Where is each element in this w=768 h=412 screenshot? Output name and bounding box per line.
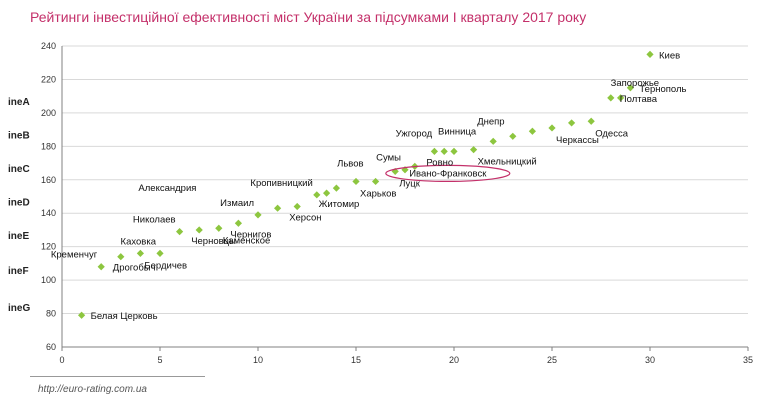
data-point	[97, 263, 105, 271]
data-point	[136, 249, 144, 257]
data-point	[440, 147, 448, 155]
point-label: Полтава	[620, 94, 658, 105]
data-point	[332, 184, 340, 192]
data-point	[78, 311, 86, 319]
y-tick-label: 140	[41, 208, 56, 218]
data-point	[215, 224, 223, 232]
data-point	[234, 219, 242, 227]
data-point	[548, 124, 556, 132]
rating-band-ineF: ineF	[8, 266, 29, 277]
x-tick-label: 15	[351, 355, 361, 365]
data-point	[176, 228, 184, 236]
highlight-ellipse	[385, 164, 511, 182]
point-label: Харьков	[360, 188, 396, 199]
data-point	[509, 132, 517, 140]
y-tick-label: 220	[41, 74, 56, 84]
x-tick-label: 5	[157, 355, 162, 365]
data-point	[450, 147, 458, 155]
point-label: Александрия	[138, 183, 196, 194]
data-point	[195, 226, 203, 234]
point-label: Одесса	[595, 128, 629, 139]
y-tick-label: 120	[41, 242, 56, 252]
point-label: Житомир	[319, 199, 360, 210]
rating-band-ineE: ineE	[8, 231, 29, 242]
data-point	[470, 146, 478, 154]
data-point	[607, 94, 615, 102]
y-tick-label: 200	[41, 108, 56, 118]
point-label: Ивано-Франковск	[409, 168, 487, 179]
data-point	[293, 202, 301, 211]
point-label: Белая Церковь	[91, 311, 158, 322]
x-tick-label: 0	[59, 355, 64, 365]
y-tick-label: 60	[46, 342, 56, 352]
point-label: Николаев	[133, 215, 176, 226]
data-point	[117, 253, 125, 261]
point-label: Ровно	[426, 157, 453, 168]
point-label: Чернигов	[230, 229, 271, 240]
data-point	[430, 147, 438, 155]
point-label: Запорожье	[611, 78, 660, 89]
point-label: Кропивницкий	[250, 178, 312, 189]
point-label: Днепр	[477, 116, 504, 127]
x-tick-label: 20	[449, 355, 459, 365]
data-point	[646, 50, 654, 58]
x-tick-label: 10	[253, 355, 263, 365]
rating-band-labels: ineA ineB ineC ineD ineE ineF ineG	[8, 97, 30, 314]
axes	[61, 46, 749, 351]
chart-title: Рейтинги інвестиційної ефективності міст…	[30, 9, 587, 25]
point-label: Луцк	[399, 178, 421, 189]
rating-band-ineC: ineC	[8, 164, 30, 175]
point-label: Хмельницкий	[478, 157, 537, 168]
point-label: Черновцы	[191, 236, 236, 247]
source-link[interactable]: http://euro-rating.com.ua	[38, 384, 147, 395]
data-point	[254, 211, 262, 219]
data-point	[489, 137, 497, 145]
point-label: Киев	[659, 50, 680, 61]
data-point	[626, 84, 634, 92]
data-point	[274, 204, 282, 212]
data-point	[372, 177, 380, 186]
source-divider	[30, 376, 205, 377]
point-label: Сумы	[376, 153, 401, 164]
tick-labels: 60 80 100 120 140 160 180 200 220 240 0 5 10 15 20 25 30…	[41, 41, 753, 365]
data-point	[528, 127, 536, 135]
rating-band-ineG: ineG	[8, 303, 30, 314]
data-point	[352, 177, 360, 186]
x-tick-label: 25	[547, 355, 557, 365]
rating-band-ineD: ineD	[8, 198, 30, 209]
point-label: Львов	[337, 158, 363, 169]
data-point	[156, 249, 164, 257]
point-label: Измаил	[220, 198, 254, 209]
rating-band-ineA: ineA	[8, 97, 30, 108]
point-label: Бердичев	[144, 260, 187, 271]
data-point	[568, 119, 576, 127]
point-label: Херсон	[289, 213, 321, 224]
point-label: Дрогобыч	[113, 263, 156, 274]
y-tick-label: 100	[41, 275, 56, 285]
point-label: Ужгород	[396, 128, 433, 139]
data-point	[617, 94, 625, 102]
point-label: Тернополь	[639, 84, 686, 95]
point-label: Винница	[438, 126, 477, 137]
point-label: Каменское	[223, 235, 270, 246]
rating-band-ineB: ineB	[8, 131, 30, 142]
data-point	[313, 191, 321, 199]
data-point	[587, 117, 595, 125]
point-label: Черкассы	[556, 135, 599, 146]
y-tick-label: 180	[41, 141, 56, 151]
x-tick-label: 30	[645, 355, 655, 365]
data-point	[323, 189, 331, 197]
y-tick-label: 160	[41, 175, 56, 185]
point-label: Каховка	[121, 236, 157, 247]
data-point	[391, 167, 399, 176]
x-tick-label: 35	[743, 355, 753, 365]
y-tick-label: 80	[46, 309, 56, 319]
y-tick-label: 240	[41, 41, 56, 51]
point-label: Кременчуг	[51, 250, 98, 261]
